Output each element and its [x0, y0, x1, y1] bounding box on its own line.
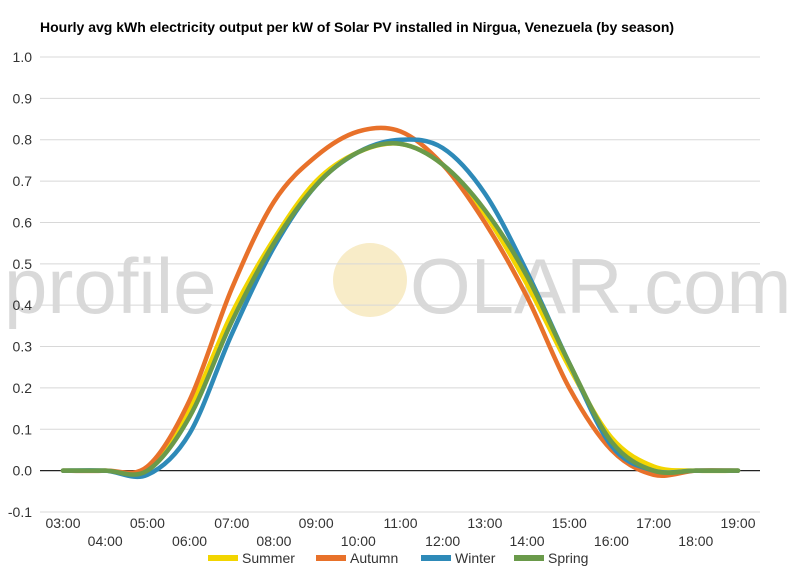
- x-tick-label: 11:00: [384, 515, 418, 531]
- x-tick-label: 03:00: [45, 515, 80, 531]
- watermark-text-left: profile: [4, 242, 216, 330]
- x-tick-label: 10:00: [341, 533, 376, 549]
- y-tick-label: 0.9: [13, 90, 33, 106]
- series-lines: [60, 125, 741, 480]
- legend-label-spring: Spring: [548, 550, 588, 566]
- x-tick-label: 08:00: [256, 533, 291, 549]
- x-tick-label: 06:00: [172, 533, 207, 549]
- legend-label-autumn: Autumn: [350, 550, 398, 566]
- y-tick-label: 1.0: [13, 49, 33, 65]
- y-tick-label: 0.8: [13, 132, 33, 148]
- watermark-text-right: OLAR.com: [410, 242, 791, 330]
- x-tick-label: 14:00: [510, 533, 545, 549]
- y-axis-ticks: -0.1 0.0 0.1 0.2 0.3 0.4 0.5 0.6 0.7 0.8 0.9 1.0: [8, 49, 32, 520]
- series-line-spring: [60, 141, 741, 477]
- legend: Summer Autumn Winter Spring: [208, 550, 588, 566]
- y-tick-label: 0.1: [13, 421, 33, 437]
- x-tick-label: 05:00: [130, 515, 165, 531]
- y-tick-label: 0.6: [13, 214, 33, 230]
- x-tick-label: 18:00: [678, 533, 713, 549]
- x-tick-label: 04:00: [88, 533, 123, 549]
- chart-title: Hourly avg kWh electricity output per kW…: [40, 19, 675, 35]
- x-tick-label: 07:00: [214, 515, 249, 531]
- legend-label-winter: Winter: [455, 550, 496, 566]
- x-tick-label: 19:00: [720, 515, 755, 531]
- x-tick-label: 16:00: [594, 533, 629, 549]
- x-tick-label: 17:00: [636, 515, 671, 531]
- series-line-winter: [60, 137, 741, 480]
- x-tick-label: 13:00: [467, 515, 502, 531]
- x-tick-label: 15:00: [552, 515, 587, 531]
- y-tick-label: 0.4: [13, 297, 33, 313]
- watermark: profile OLAR.com: [4, 242, 791, 330]
- x-tick-label: 09:00: [299, 515, 334, 531]
- legend-label-summer: Summer: [242, 550, 295, 566]
- x-axis-ticks: 03:00 04:00 05:00 06:00 07:00 08:00 09:00 10:00…: [45, 515, 755, 549]
- y-tick-label: 0.0: [13, 463, 33, 479]
- x-tick-label: 12:00: [425, 533, 460, 549]
- y-tick-label: -0.1: [8, 504, 32, 520]
- watermark-sun-icon: [333, 243, 407, 317]
- y-tick-label: 0.3: [13, 339, 33, 355]
- y-tick-label: 0.2: [13, 380, 33, 396]
- y-tick-label: 0.5: [13, 256, 33, 272]
- series-line-autumn: [60, 125, 741, 478]
- y-tick-label: 0.7: [13, 173, 33, 189]
